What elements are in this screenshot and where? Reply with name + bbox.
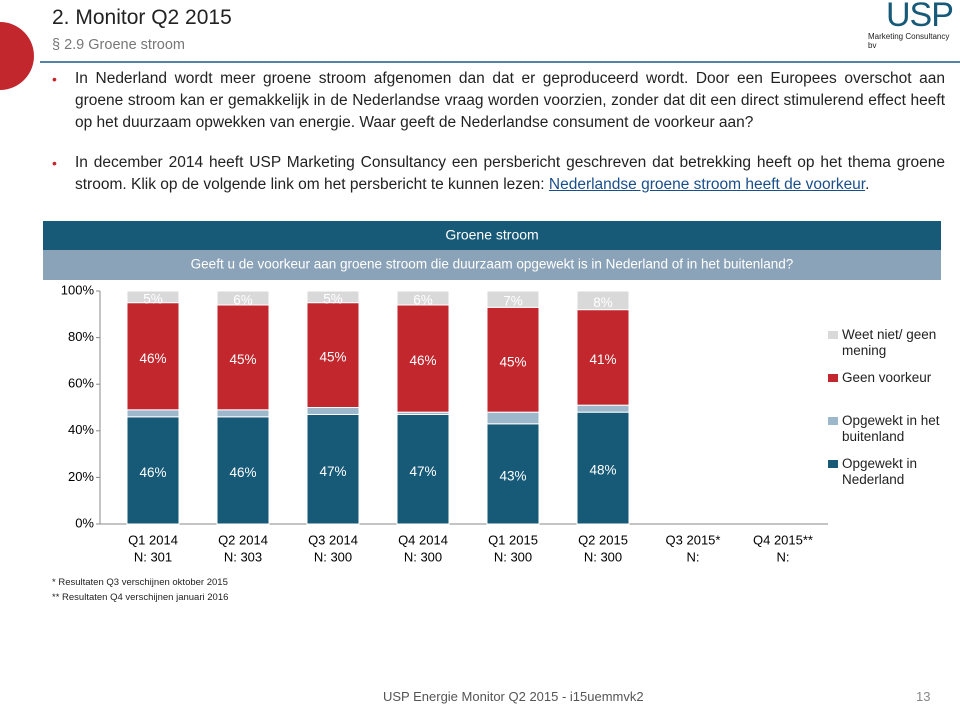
legend-label: Opgewekt in het buitenland	[842, 413, 940, 444]
value-label: 8%	[593, 295, 613, 310]
x-tick-sample: N:	[687, 549, 700, 564]
value-label: 5%	[323, 291, 343, 306]
bar-segment	[126, 416, 180, 525]
value-label: 47%	[319, 464, 346, 479]
paragraph-end: .	[865, 176, 870, 193]
chart-subtitle: Geeft u de voorkeur aan groene stroom di…	[191, 257, 794, 272]
subtitle: § 2.9 Groene stroom	[52, 37, 185, 53]
x-tick-sample: N: 300	[404, 549, 442, 564]
bar-segment	[486, 306, 540, 413]
bar-segment	[576, 411, 630, 525]
y-tick-label: 40%	[68, 422, 94, 437]
bar-segment	[126, 409, 180, 418]
value-label: 7%	[503, 294, 523, 309]
footer: USP Energie Monitor Q2 2015 - i15uemmvk2	[383, 689, 644, 704]
paragraph-text: In december 2014 heeft USP Marketing Con…	[75, 154, 945, 193]
bar-segment	[576, 309, 630, 406]
logo: USP	[886, 0, 954, 34]
x-tick-label: Q2 2014	[218, 532, 268, 547]
y-tick-label: 100%	[61, 282, 95, 297]
x-tick-sample: N: 301	[134, 549, 172, 564]
title: 2. Monitor Q2 2015	[52, 6, 232, 29]
footnote: * Resultaten Q3 verschijnen oktober 2015	[52, 577, 228, 588]
value-label: 47%	[409, 464, 436, 479]
y-tick-label: 0%	[75, 515, 94, 530]
bar-segment	[126, 290, 180, 304]
value-label: 5%	[143, 291, 163, 306]
x-tick-sample: N:	[777, 549, 790, 564]
paragraph: In Nederland wordt meer groene stroom af…	[75, 70, 945, 131]
bar-segment	[396, 290, 450, 306]
value-label: 46%	[139, 465, 166, 480]
legend-swatch	[828, 460, 838, 468]
value-label: 6%	[413, 293, 433, 308]
value-label: 46%	[229, 465, 256, 480]
bar-segment	[486, 423, 540, 525]
chart-title: Groene stroom	[445, 227, 538, 243]
x-tick-label: Q1 2014	[128, 532, 178, 547]
bar-segment	[486, 290, 540, 308]
y-tick-label: 20%	[68, 469, 94, 484]
x-tick-label: Q1 2015	[488, 532, 538, 547]
x-tick-label: Q3 2014	[308, 532, 358, 547]
x-tick-label: Q4 2014	[398, 532, 448, 547]
paragraph: In december 2014 heeft USP Marketing Con…	[75, 152, 945, 196]
bar-segment	[486, 411, 540, 425]
legend-label: Geen voorkeur	[842, 370, 932, 385]
logo-sub: Marketing Consultancy bv	[868, 32, 950, 50]
bar-segment	[216, 304, 270, 411]
value-label: 41%	[589, 352, 616, 367]
bar-segment	[576, 290, 630, 311]
value-label: 45%	[499, 354, 526, 369]
bar-segment	[216, 409, 270, 418]
bar-segment	[216, 290, 270, 306]
value-label: 6%	[233, 293, 253, 308]
bar-segment	[396, 413, 450, 525]
bar-segment	[306, 413, 360, 525]
x-tick-label: Q4 2015**	[753, 532, 813, 547]
bar-segment	[396, 304, 450, 413]
legend-swatch	[828, 374, 838, 382]
value-label: 43%	[499, 468, 526, 483]
x-tick-sample: N: 300	[584, 549, 622, 564]
bullet: •	[52, 71, 57, 87]
bar-segment	[216, 416, 270, 525]
chart-title-box	[43, 221, 941, 250]
x-tick-sample: N: 300	[494, 549, 532, 564]
x-tick-sample: N: 303	[224, 549, 262, 564]
x-tick-label: Q2 2015	[578, 532, 628, 547]
bullet: •	[52, 155, 57, 171]
bar-segment	[306, 407, 360, 415]
decoration	[0, 22, 34, 90]
x-tick-label: Q3 2015*	[666, 532, 721, 547]
chart-subtitle-box	[43, 250, 941, 280]
value-label: 45%	[229, 352, 256, 367]
legend-label: Weet niet/ geen mening	[842, 327, 937, 358]
y-tick-label: 80%	[68, 329, 94, 344]
bar-segment	[306, 290, 360, 304]
bar-segment	[306, 302, 360, 408]
x-tick-sample: N: 300	[314, 549, 352, 564]
legend-label: Opgewekt in Nederland	[842, 456, 918, 487]
value-label: 46%	[409, 353, 436, 368]
bar-segment	[576, 404, 630, 413]
legend-swatch	[828, 417, 838, 425]
page-number: 13	[916, 689, 931, 704]
value-label: 48%	[589, 463, 616, 478]
footnote: ** Resultaten Q4 verschijnen januari 201…	[52, 592, 229, 603]
y-tick-label: 60%	[68, 376, 94, 391]
legend-swatch	[828, 331, 838, 339]
value-label: 45%	[319, 350, 346, 365]
press-link[interactable]: Nederlandse groene stroom heeft de voork…	[548, 176, 866, 193]
value-label: 46%	[139, 351, 166, 366]
